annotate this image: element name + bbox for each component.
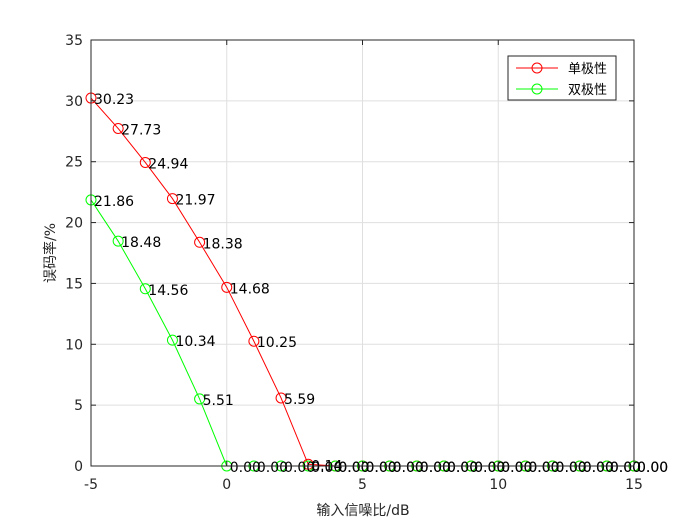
data-point [139,156,151,168]
data-label: 24.94 [148,156,188,172]
data-label: 0.00 [556,460,587,476]
data-point [221,281,233,293]
data-label: 0.00 [610,460,641,476]
data-label: 0.00 [366,460,397,476]
data-label: 21.97 [175,193,215,209]
x-tick-label: 10 [489,477,507,493]
data-label: 0.00 [528,460,559,476]
data-label: 5.59 [284,392,315,408]
data-label: 21.86 [94,194,134,210]
y-tick-label: 15 [65,276,83,292]
data-label: 0.00 [311,460,342,476]
data-label: 0.00 [637,460,668,476]
data-label: 0.00 [447,460,478,476]
y-tick-label: 5 [74,398,83,414]
data-point [166,334,178,346]
data-labels: 30.23 27.73 24.94 21.97 18.38 14.68 10.25 5.59 0… [94,92,668,476]
data-label: 10.34 [175,334,215,350]
data-label: 18.48 [121,235,161,251]
legend-box [507,55,617,101]
data-label: 0.00 [556,460,587,476]
y-tick-label: 25 [65,155,83,171]
x-tick-label: 0 [222,477,231,493]
y-tick-label: 0 [74,459,83,475]
y-tick-label: 35 [65,33,83,49]
data-label: 0.00 [338,460,369,476]
data-label: 0.00 [610,460,641,476]
data-label: 0.00 [583,460,614,476]
data-label: 0.00 [257,460,288,476]
data-point [194,236,206,248]
data-label: 14.68 [230,281,270,297]
data-label: 0.00 [338,460,369,476]
y-tick-label: 10 [65,337,83,353]
data-label: 30.23 [94,92,134,108]
data-point [139,283,151,295]
data-label: 0.00 [501,460,532,476]
data-label: 27.73 [121,122,161,138]
data-label: 0.00 [474,460,505,476]
data-label: 0.00 [393,460,424,476]
y-tick-label: 30 [65,94,83,110]
data-label: 0.00 [583,460,614,476]
data-label: 0.00 [284,460,315,476]
legend-entry-1: 双极性 [568,83,607,98]
legend-entry-0: 单极性 [568,62,607,77]
x-axis-title: 输入信噪比/dB [316,503,409,519]
data-label: 0.00 [501,460,532,476]
data-label: 0.00 [637,460,668,476]
data-label: 0.00 [528,460,559,476]
y-tick-label: 20 [65,216,83,232]
data-label: 0.00 [230,460,261,476]
data-label: 0.00 [420,460,451,476]
data-label: 18.38 [203,236,243,252]
data-point [166,193,178,205]
legend-marker-0 [531,62,543,74]
axes [90,39,635,467]
x-tick-label: -5 [84,477,98,493]
data-label: 0.00 [447,460,478,476]
data-label: 0.00 [474,460,505,476]
data-label: 0.00 [366,460,397,476]
data-point [248,335,260,347]
data-point [112,122,124,134]
y-axis-title: 误码率/% [42,223,59,283]
data-point [275,392,287,404]
data-label: 5.51 [203,393,234,409]
data-label: 0.00 [393,460,424,476]
data-label: 0.00 [420,460,451,476]
data-point [194,393,206,405]
legend-marker-1 [531,83,543,95]
data-label: 14.56 [148,283,188,299]
x-tick-label: 5 [358,477,367,493]
data-point [112,235,124,247]
x-tick-label: 15 [625,477,643,493]
data-label: 10.25 [257,335,297,351]
